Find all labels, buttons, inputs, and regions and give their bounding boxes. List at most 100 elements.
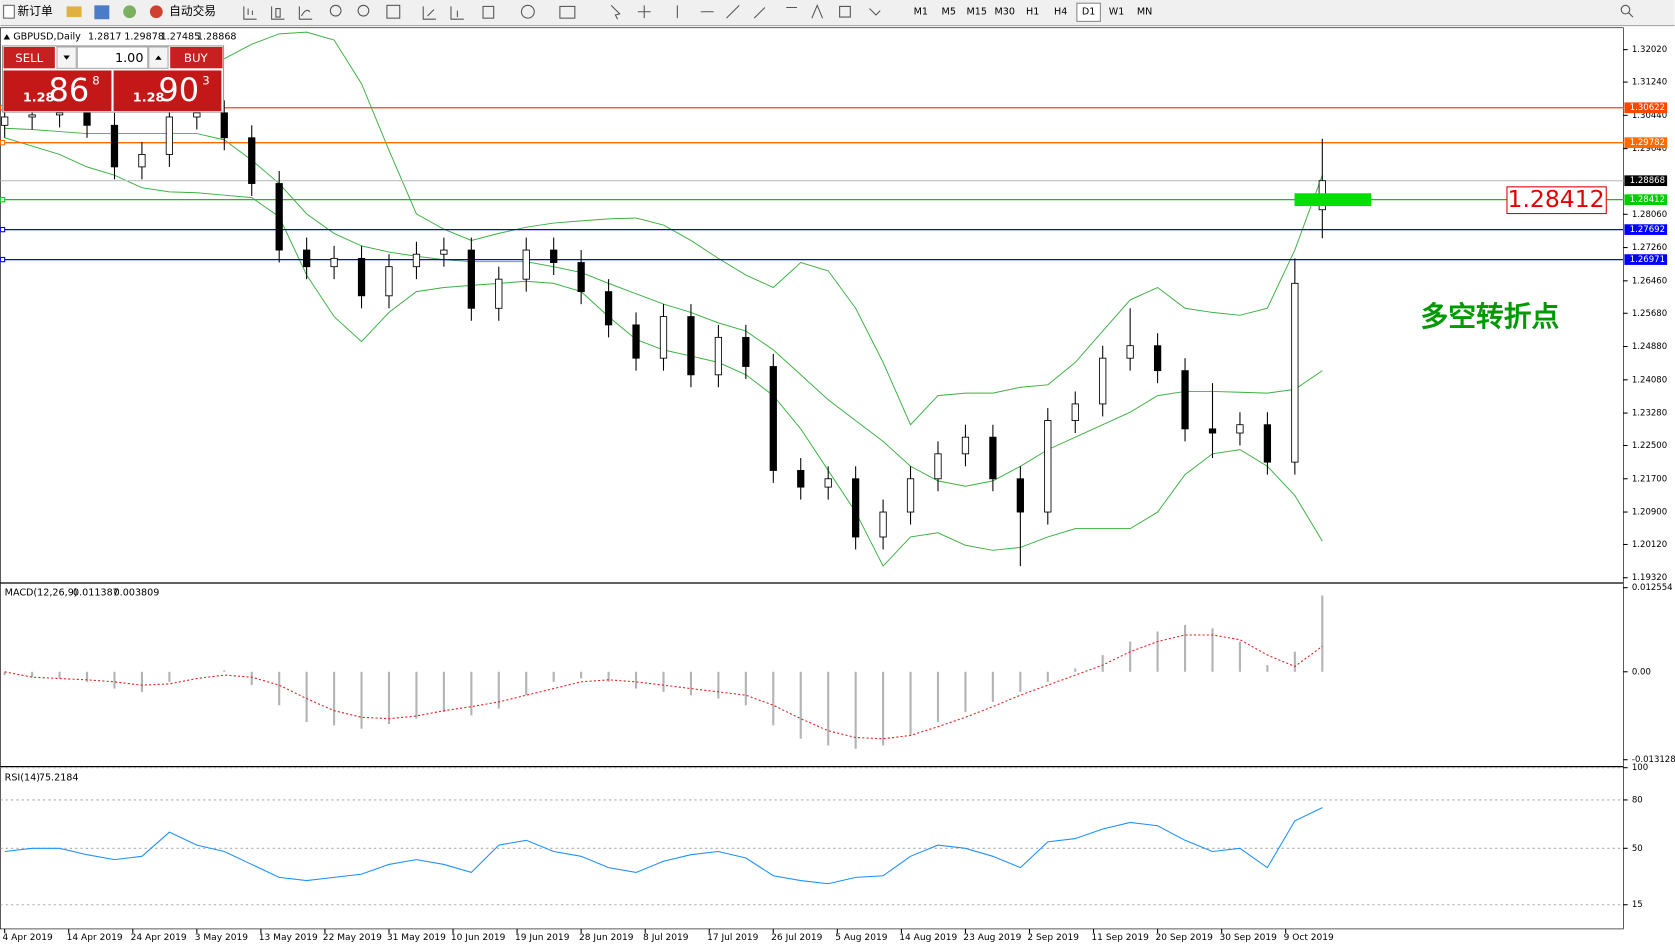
tool-icon[interactable]	[94, 5, 110, 20]
tool-icon[interactable]	[123, 5, 137, 19]
candle-body	[1099, 357, 1107, 405]
macd-bar	[991, 671, 994, 702]
current-price-label: 1.28868	[1630, 176, 1665, 186]
sell-label[interactable]: SELL	[15, 51, 43, 65]
new-order-icon[interactable]	[3, 4, 15, 19]
y-tick-label: 1.20900	[1632, 508, 1667, 518]
timeframe[interactable]: M30	[994, 7, 1015, 18]
collapse-icon[interactable]	[3, 34, 11, 40]
macd-bar	[827, 671, 830, 746]
timeframe[interactable]: M1	[914, 7, 928, 18]
timeframe-bar: M1 M5 M15 M30 H1 H4 D1 W1 MN	[914, 2, 1152, 22]
macd-bar	[168, 671, 171, 682]
x-tick-label: 9 Oct 2019	[1284, 933, 1334, 943]
macd-bar	[552, 671, 555, 682]
auto-trading-icon[interactable]	[149, 5, 163, 19]
new-order[interactable]: 新订单	[17, 4, 52, 18]
auto-trading[interactable]: 自动交易	[169, 4, 216, 18]
macd-bar	[140, 671, 144, 692]
candle-body	[934, 453, 942, 480]
candle-body	[1, 116, 9, 126]
tool-icon[interactable]	[66, 6, 82, 18]
price-box[interactable]	[3, 70, 112, 112]
x-tick-label: 20 Sep 2019	[1155, 933, 1213, 943]
timeframe[interactable]: H1	[1026, 7, 1039, 18]
macd-bar	[31, 671, 34, 678]
candle-body	[138, 153, 146, 168]
timeframe[interactable]: W1	[1109, 7, 1125, 18]
timeframe[interactable]: M15	[966, 7, 986, 18]
macd-bar	[223, 670, 226, 672]
y-tick-label: 1.31240	[1632, 78, 1667, 88]
candle-body	[1291, 282, 1299, 463]
y-tick-label: 0.00	[1632, 667, 1651, 677]
candle-body	[1236, 424, 1244, 434]
candle-body	[55, 112, 64, 116]
candle-body	[220, 112, 228, 139]
toolbar-icons[interactable]	[243, 3, 1634, 20]
macd-bar	[470, 671, 473, 716]
level-label-box	[1624, 137, 1668, 149]
price-point: 8	[92, 74, 99, 88]
macd-bar	[744, 671, 747, 706]
y-tick-label: 80	[1632, 795, 1643, 805]
y-tick-label: 1.26460	[1632, 276, 1667, 286]
x-tick-label: 5 Aug 2019	[835, 933, 888, 943]
macd-bar	[387, 671, 391, 725]
candle-body	[632, 324, 640, 359]
macd-signal-value: 0.003809	[114, 588, 160, 599]
y-tick-label: 1.19320	[1632, 573, 1667, 583]
candle-body	[769, 366, 777, 471]
volume-input[interactable]	[76, 46, 149, 69]
candle-body	[1016, 478, 1024, 513]
timeframe[interactable]: D1	[1082, 7, 1095, 18]
macd-bar	[854, 671, 857, 749]
ohlc-high: 1.29878	[124, 31, 164, 42]
y-tick-label: 1.32020	[1632, 45, 1667, 55]
timeframe[interactable]: M5	[942, 7, 956, 18]
volume[interactable]: 1.00	[115, 51, 144, 66]
candle-body	[1071, 403, 1079, 421]
level-label: 1.27692	[1630, 225, 1665, 235]
candle-body	[385, 266, 393, 297]
candle-body	[110, 124, 119, 168]
ohlc-close: 1.28868	[197, 31, 237, 42]
level-label-box	[1624, 194, 1668, 205]
x-tick-label: 17 Jul 2019	[707, 933, 759, 943]
price-pips: 90	[158, 71, 199, 109]
buy-label[interactable]: BUY	[184, 51, 209, 65]
rsi-value: 75.2184	[39, 772, 79, 783]
candle-body	[961, 436, 970, 455]
y-tick-label: 15	[1632, 900, 1643, 910]
candle-body	[248, 137, 256, 184]
level-handle	[0, 256, 6, 263]
timeframe[interactable]: MN	[1137, 7, 1152, 18]
x-tick-label: 13 May 2019	[259, 933, 318, 943]
price-box[interactable]	[113, 70, 222, 112]
x-tick-label: 2 Sep 2019	[1027, 933, 1079, 943]
price-pips: 86	[48, 71, 89, 109]
sell-button[interactable]	[3, 46, 55, 69]
annotation: 多空转折点	[1420, 300, 1559, 333]
candle-body	[412, 253, 421, 268]
candle-body	[193, 112, 201, 118]
toolbar	[0, 0, 1675, 26]
candle-body	[550, 249, 558, 263]
macd-bar	[1211, 628, 1214, 672]
macd-bar	[689, 671, 693, 696]
x-tick-label: 30 Sep 2019	[1220, 933, 1278, 943]
candle-body	[714, 336, 723, 376]
level-label: 1.26971	[1630, 255, 1665, 265]
level-label: 1.29782	[1630, 138, 1665, 148]
macd-bar	[58, 671, 61, 679]
arrow	[63, 55, 70, 60]
macd-bar	[1074, 668, 1077, 672]
y-tick-label: 1.28060	[1632, 210, 1667, 220]
macd-bar	[333, 671, 336, 726]
candle-body	[989, 436, 997, 480]
timeframe[interactable]: H4	[1054, 7, 1067, 18]
y-tick-label: 0.012554	[1632, 583, 1673, 593]
buy-button[interactable]	[170, 46, 223, 69]
